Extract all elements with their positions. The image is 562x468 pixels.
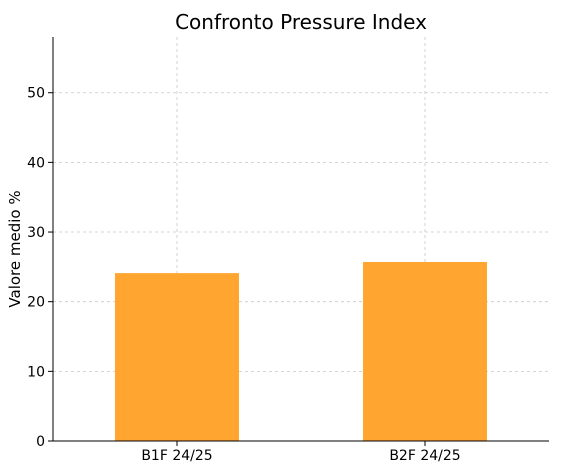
y-tick-label: 30 bbox=[27, 225, 45, 241]
bar bbox=[115, 273, 239, 441]
y-ticks: 0 10 20 30 40 50 bbox=[27, 86, 53, 450]
bars bbox=[115, 261, 487, 441]
bar bbox=[363, 261, 487, 441]
axes bbox=[52, 37, 549, 442]
y-tick-label: 0 bbox=[36, 434, 45, 450]
x-tick-label: B1F 24/25 bbox=[141, 448, 212, 464]
y-tick-label: 50 bbox=[27, 86, 45, 102]
y-tick-label: 40 bbox=[27, 155, 45, 171]
chart-title: Confronto Pressure Index bbox=[175, 10, 427, 34]
y-axis-label: Valore medio % bbox=[6, 190, 24, 307]
y-tick-label: 20 bbox=[27, 295, 45, 311]
x-tick-label: B2F 24/25 bbox=[389, 448, 460, 464]
y-tick-label: 10 bbox=[27, 364, 45, 380]
x-ticks: B1F 24/25 B2F 24/25 bbox=[141, 441, 461, 464]
